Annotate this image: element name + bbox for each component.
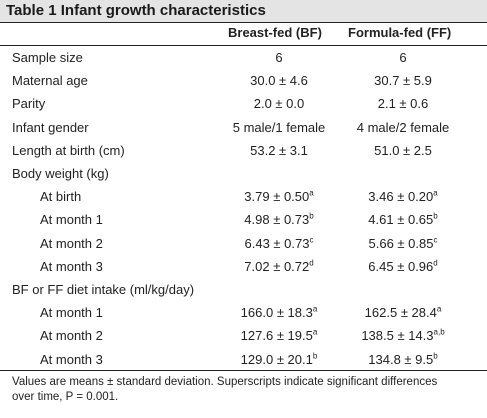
cell-value: 53.2 ± 3.1 — [250, 143, 308, 158]
row-label: At month 2 — [40, 328, 103, 343]
header-rule — [0, 45, 487, 46]
table-row: BF or FF diet intake (ml/kg/day) — [0, 282, 487, 302]
breast-fed-value: 166.0 ± 18.3a — [222, 305, 336, 320]
cell-value: 127.6 ± 19.5 — [240, 328, 313, 343]
significance-superscript: b — [433, 351, 438, 361]
breast-fed-value: 3.79 ± 0.50a — [222, 189, 336, 204]
formula-fed-value: 6.45 ± 0.96d — [343, 259, 463, 274]
cell-value: 4.98 ± 0.73 — [244, 212, 310, 227]
cell-value: 134.8 ± 9.5 — [368, 352, 434, 367]
significance-superscript: d — [309, 258, 314, 268]
breast-fed-value: 6.43 ± 0.73c — [222, 236, 336, 251]
significance-superscript: b — [309, 211, 314, 221]
cell-value: 6.45 ± 0.96 — [368, 259, 434, 274]
significance-superscript: a — [312, 327, 318, 337]
cell-value: 6 — [275, 50, 283, 65]
formula-fed-value: 4 male/2 female — [343, 120, 463, 135]
cell-value: 30.0 ± 4.6 — [250, 73, 308, 88]
cell-value: 5.66 ± 0.85 — [368, 236, 434, 251]
table-title: Table 1 Infant growth characteristics — [6, 2, 266, 19]
breast-fed-value: 2.0 ± 0.0 — [222, 96, 336, 111]
table-row: At month 3 129.0 ± 20.1b 134.8 ± 9.5b — [0, 352, 487, 372]
cell-value: 6 — [399, 50, 407, 65]
cell-value: 30.7 ± 5.9 — [374, 73, 432, 88]
significance-superscript: c — [309, 235, 314, 245]
table-row: Sample size 6 6 — [0, 50, 487, 70]
row-label: BF or FF diet intake (ml/kg/day) — [12, 282, 195, 297]
cell-value: 138.5 ± 14.3 — [361, 328, 434, 343]
cell-value: 2.0 ± 0.0 — [253, 96, 305, 111]
row-label: Body weight (kg) — [12, 166, 109, 181]
formula-fed-value: 162.5 ± 28.4a — [343, 305, 463, 320]
row-label: Infant gender — [12, 120, 89, 135]
row-label: At month 3 — [40, 352, 103, 367]
breast-fed-value: 5 male/1 female — [222, 120, 336, 135]
significance-superscript: a — [433, 188, 438, 198]
row-label: Sample size — [12, 50, 83, 65]
significance-superscript: a — [309, 188, 314, 198]
table-row: At month 3 7.02 ± 0.72d 6.45 ± 0.96d — [0, 259, 487, 279]
column-header-breast-fed: Breast-fed (BF) — [228, 25, 322, 40]
table-row: At month 1 4.98 ± 0.73b 4.61 ± 0.65b — [0, 212, 487, 232]
breast-fed-value: 53.2 ± 3.1 — [222, 143, 336, 158]
table-row: At month 2 127.6 ± 19.5a 138.5 ± 14.3a,b — [0, 328, 487, 348]
cell-value: 4.61 ± 0.65 — [368, 212, 434, 227]
significance-superscript: a — [312, 304, 318, 314]
formula-fed-value: 51.0 ± 2.5 — [343, 143, 463, 158]
cell-value: 2.1 ± 0.6 — [377, 96, 429, 111]
formula-fed-value: 134.8 ± 9.5b — [343, 352, 463, 367]
column-header-formula-fed: Formula-fed (FF) — [348, 25, 452, 40]
row-label: At month 2 — [40, 236, 103, 251]
significance-superscript: b — [312, 351, 318, 361]
title-bar: Table 1 Infant growth characteristics — [0, 0, 487, 22]
cell-value: 6.43 ± 0.73 — [244, 236, 310, 251]
breast-fed-value: 7.02 ± 0.72d — [222, 259, 336, 274]
cell-value: 162.5 ± 28.4 — [364, 305, 437, 320]
row-label: At month 3 — [40, 259, 103, 274]
table-footnote: Values are means ± standard deviation. S… — [12, 376, 438, 403]
significance-superscript: d — [433, 258, 438, 268]
breast-fed-value: 4.98 ± 0.73b — [222, 212, 336, 227]
cell-value: 7.02 ± 0.72 — [244, 259, 310, 274]
significance-superscript: b — [433, 211, 438, 221]
cell-value: 51.0 ± 2.5 — [374, 143, 432, 158]
breast-fed-value: 129.0 ± 20.1b — [222, 352, 336, 367]
table-row: Maternal age 30.0 ± 4.6 30.7 ± 5.9 — [0, 73, 487, 93]
row-label: At month 1 — [40, 212, 103, 227]
row-label: Parity — [12, 96, 46, 111]
table-row: Length at birth (cm) 53.2 ± 3.1 51.0 ± 2.5 — [0, 143, 487, 163]
table-row: At birth 3.79 ± 0.50a 3.46 ± 0.20a — [0, 189, 487, 209]
top-rule — [0, 22, 487, 23]
formula-fed-value: 2.1 ± 0.6 — [343, 96, 463, 111]
breast-fed-value: 30.0 ± 4.6 — [222, 73, 336, 88]
cell-value: 166.0 ± 18.3 — [240, 305, 313, 320]
table-row: At month 2 6.43 ± 0.73c 5.66 ± 0.85c — [0, 236, 487, 256]
cell-value: 5 male/1 female — [232, 120, 326, 135]
breast-fed-value: 127.6 ± 19.5a — [222, 328, 336, 343]
breast-fed-value: 6 — [222, 50, 336, 65]
row-label: Maternal age — [12, 73, 88, 88]
formula-fed-value: 4.61 ± 0.65b — [343, 212, 463, 227]
formula-fed-value: 3.46 ± 0.20a — [343, 189, 463, 204]
formula-fed-value: 138.5 ± 14.3a,b — [343, 328, 463, 343]
table-row: Body weight (kg) — [0, 166, 487, 186]
cell-value: 4 male/2 female — [356, 120, 450, 135]
formula-fed-value: 30.7 ± 5.9 — [343, 73, 463, 88]
significance-superscript: a — [436, 304, 442, 314]
cell-value: 3.46 ± 0.20 — [368, 189, 434, 204]
table-row: At month 1 166.0 ± 18.3a 162.5 ± 28.4a — [0, 305, 487, 325]
row-label: At birth — [40, 189, 82, 204]
row-label: At month 1 — [40, 305, 103, 320]
bottom-rule — [0, 370, 487, 371]
cell-value: 3.79 ± 0.50 — [244, 189, 310, 204]
table-row: Parity 2.0 ± 0.0 2.1 ± 0.6 — [0, 96, 487, 116]
cell-value: 129.0 ± 20.1 — [240, 352, 313, 367]
significance-superscript: a,b — [433, 327, 445, 337]
formula-fed-value: 6 — [343, 50, 463, 65]
row-label: Length at birth (cm) — [12, 143, 125, 158]
table-row: Infant gender 5 male/1 female 4 male/2 fem… — [0, 120, 487, 140]
significance-superscript: c — [433, 235, 438, 245]
formula-fed-value: 5.66 ± 0.85c — [343, 236, 463, 251]
